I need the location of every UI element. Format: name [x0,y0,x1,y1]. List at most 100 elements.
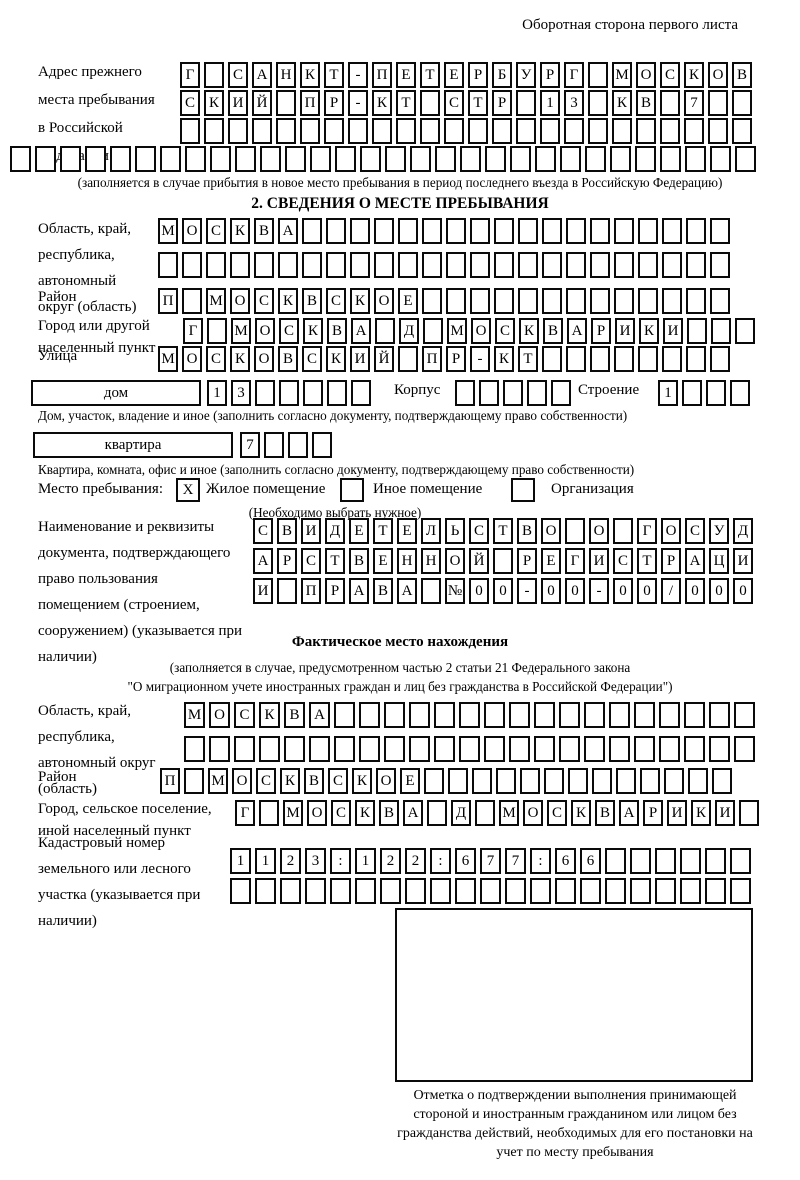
char-cell[interactable] [398,218,418,244]
char-cell[interactable] [559,702,580,728]
char-cell[interactable] [85,146,106,172]
char-cell[interactable]: П [422,346,442,372]
char-cell[interactable]: С [685,518,705,544]
char-cell[interactable] [255,878,276,904]
char-cell[interactable] [660,90,680,116]
char-cell[interactable]: О [636,62,656,88]
char-cell[interactable] [277,578,297,604]
char-cell[interactable] [230,878,251,904]
char-cell[interactable] [634,736,655,762]
char-cell[interactable]: Р [325,578,345,604]
char-cell[interactable] [302,218,322,244]
char-cell[interactable]: К [230,218,250,244]
char-cell[interactable]: 0 [493,578,513,604]
char-cell[interactable]: Т [373,518,393,544]
char-cell[interactable]: В [302,288,322,314]
char-cell[interactable] [735,146,756,172]
char-cell[interactable] [630,848,651,874]
char-cell[interactable] [566,346,586,372]
char-cell[interactable] [509,702,530,728]
char-cell[interactable]: К [259,702,280,728]
char-cell[interactable] [485,146,506,172]
char-cell[interactable]: Д [399,318,419,344]
char-cell[interactable] [555,878,576,904]
char-cell[interactable]: 0 [733,578,753,604]
char-cell[interactable]: 2 [405,848,426,874]
char-cell[interactable] [535,146,556,172]
char-cell[interactable]: Н [397,548,417,574]
char-cell[interactable]: С [180,90,200,116]
char-cell[interactable]: Д [733,518,753,544]
char-cell[interactable]: В [254,218,274,244]
char-cell[interactable]: С [206,346,226,372]
char-cell[interactable] [204,118,224,144]
char-cell[interactable]: 0 [637,578,657,604]
char-cell[interactable] [659,736,680,762]
char-cell[interactable]: № [445,578,465,604]
char-cell[interactable]: В [284,702,305,728]
char-cell[interactable]: 1 [230,848,251,874]
char-cell[interactable]: М [499,800,519,826]
char-cell[interactable] [475,800,495,826]
char-cell[interactable]: Ц [709,548,729,574]
char-cell[interactable]: 6 [555,848,576,874]
char-cell[interactable]: : [530,848,551,874]
char-cell[interactable]: Е [541,548,561,574]
char-cell[interactable] [494,252,514,278]
char-cell[interactable]: С [495,318,515,344]
char-cell[interactable] [494,288,514,314]
char-cell[interactable] [612,118,632,144]
char-cell[interactable] [160,146,181,172]
char-cell[interactable]: А [309,702,330,728]
char-cell[interactable]: К [303,318,323,344]
char-cell[interactable]: 7 [684,90,704,116]
char-cell[interactable]: К [230,346,250,372]
char-cell[interactable] [470,252,490,278]
char-cell[interactable] [566,288,586,314]
char-cell[interactable] [421,578,441,604]
char-cell[interactable] [206,252,226,278]
char-cell[interactable] [470,288,490,314]
char-cell[interactable] [492,118,512,144]
char-cell[interactable] [584,736,605,762]
char-cell[interactable]: Е [397,518,417,544]
char-cell[interactable]: К [204,90,224,116]
char-cell[interactable] [614,288,634,314]
char-cell[interactable] [686,288,706,314]
char-cell[interactable] [279,380,299,406]
char-cell[interactable] [350,252,370,278]
char-cell[interactable] [684,118,704,144]
char-cell[interactable]: К [519,318,539,344]
kadastr-row-2[interactable] [230,878,751,904]
char-cell[interactable]: Г [565,548,585,574]
char-cell[interactable] [350,218,370,244]
char-cell[interactable]: 1 [255,848,276,874]
char-cell[interactable] [330,878,351,904]
char-cell[interactable] [662,252,682,278]
char-cell[interactable]: У [709,518,729,544]
char-cell[interactable] [158,252,178,278]
char-cell[interactable]: - [517,578,537,604]
char-cell[interactable]: С [326,288,346,314]
char-cell[interactable] [609,736,630,762]
char-cell[interactable]: И [715,800,735,826]
char-cell[interactable]: Т [420,62,440,88]
char-cell[interactable]: К [639,318,659,344]
char-cell[interactable] [638,252,658,278]
char-cell[interactable]: И [615,318,635,344]
char-cell[interactable] [590,252,610,278]
char-cell[interactable]: - [348,90,368,116]
char-cell[interactable] [380,878,401,904]
char-cell[interactable]: Т [518,346,538,372]
char-cell[interactable] [384,702,405,728]
char-cell[interactable]: А [397,578,417,604]
char-cell[interactable] [614,218,634,244]
char-cell[interactable]: И [253,578,273,604]
char-cell[interactable]: И [350,346,370,372]
prev-address-row-3[interactable] [180,118,752,144]
char-cell[interactable] [446,252,466,278]
